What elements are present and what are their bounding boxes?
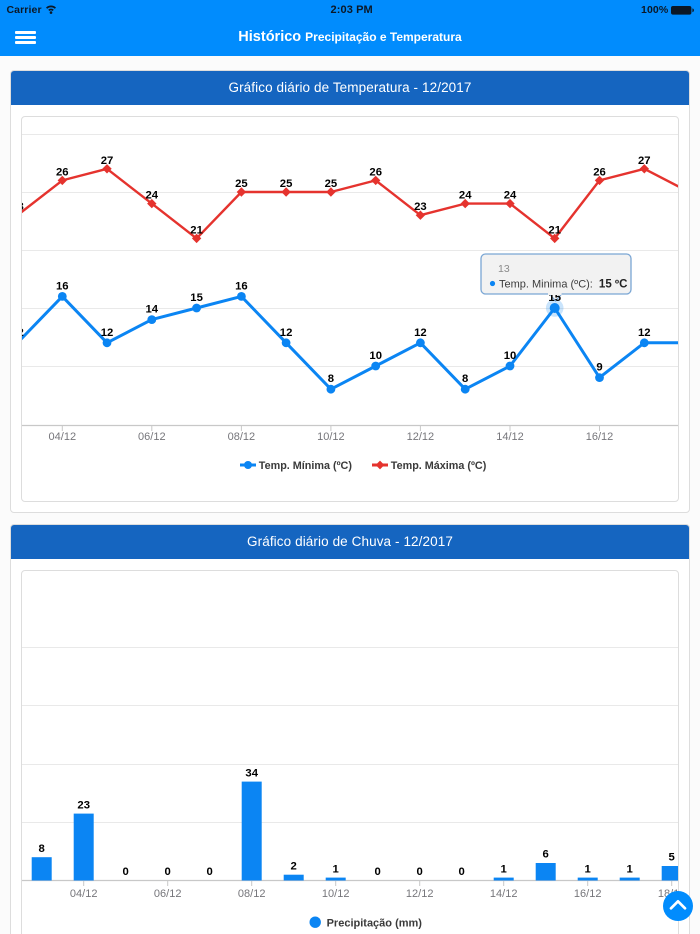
svg-text:21: 21	[190, 224, 203, 236]
svg-text:04/12: 04/12	[49, 431, 77, 443]
svg-text:0: 0	[165, 866, 171, 878]
svg-text:0: 0	[123, 866, 129, 878]
svg-text:24: 24	[459, 190, 472, 202]
svg-text:25: 25	[280, 178, 293, 190]
svg-text:27: 27	[638, 155, 651, 167]
svg-text:27: 27	[101, 155, 114, 167]
svg-text:0: 0	[375, 866, 381, 878]
svg-text:12: 12	[638, 327, 651, 339]
svg-text:25: 25	[325, 178, 338, 190]
svg-text:23: 23	[77, 799, 90, 811]
svg-text:16/12: 16/12	[574, 888, 602, 900]
svg-text:25: 25	[235, 178, 248, 190]
svg-text:1: 1	[627, 863, 633, 875]
svg-text:2: 2	[291, 860, 297, 872]
svg-text:12: 12	[414, 327, 427, 339]
svg-text:14: 14	[146, 304, 159, 316]
svg-text:26: 26	[593, 166, 606, 178]
svg-text:5: 5	[669, 852, 675, 864]
svg-text:9: 9	[596, 362, 602, 374]
svg-text:04/12: 04/12	[70, 888, 98, 900]
svg-text:12: 12	[280, 327, 293, 339]
svg-text:06/12: 06/12	[154, 888, 182, 900]
svg-text:12: 12	[101, 327, 114, 339]
svg-text:24: 24	[146, 190, 159, 202]
svg-text:0: 0	[417, 866, 423, 878]
svg-text:12/12: 12/12	[406, 888, 434, 900]
svg-text:23: 23	[22, 201, 24, 213]
svg-text:34: 34	[245, 767, 258, 779]
svg-text:8: 8	[462, 373, 468, 385]
svg-text:15: 15	[190, 292, 203, 304]
svg-text:10/12: 10/12	[322, 888, 350, 900]
svg-text:1: 1	[585, 863, 591, 875]
svg-text:6: 6	[543, 849, 549, 861]
svg-text:26: 26	[56, 166, 69, 178]
svg-text:Temp. Máxima (ºC): Temp. Máxima (ºC)	[391, 460, 487, 472]
svg-text:08/12: 08/12	[228, 431, 256, 443]
svg-text:12: 12	[22, 327, 24, 339]
svg-text:14/12: 14/12	[496, 431, 524, 443]
svg-text:13: 13	[498, 263, 510, 275]
svg-text:8: 8	[328, 373, 334, 385]
svg-text:Temp. Minima (ºC): 15 ºC: Temp. Minima (ºC): 15 ºC	[499, 279, 627, 291]
svg-text:1: 1	[501, 863, 507, 875]
svg-text:1: 1	[333, 863, 339, 875]
svg-text:24: 24	[504, 190, 517, 202]
svg-text:16: 16	[56, 280, 69, 292]
svg-text:23: 23	[414, 201, 427, 213]
svg-text:10: 10	[504, 350, 517, 362]
svg-text:Temp. Mínima (ºC): Temp. Mínima (ºC)	[259, 460, 353, 472]
svg-text:10/12: 10/12	[317, 431, 345, 443]
svg-text:0: 0	[207, 866, 213, 878]
svg-text:0: 0	[459, 866, 465, 878]
svg-text:08/12: 08/12	[238, 888, 266, 900]
svg-text:8: 8	[39, 843, 45, 855]
svg-text:10: 10	[369, 350, 382, 362]
svg-text:Precipitação (mm): Precipitação (mm)	[327, 918, 423, 930]
svg-text:06/12: 06/12	[138, 431, 166, 443]
svg-text:16/12: 16/12	[586, 431, 614, 443]
svg-text:12/12: 12/12	[407, 431, 435, 443]
svg-text:26: 26	[369, 166, 382, 178]
svg-text:16: 16	[235, 280, 248, 292]
svg-text:14/12: 14/12	[490, 888, 518, 900]
svg-text:21: 21	[548, 224, 561, 236]
